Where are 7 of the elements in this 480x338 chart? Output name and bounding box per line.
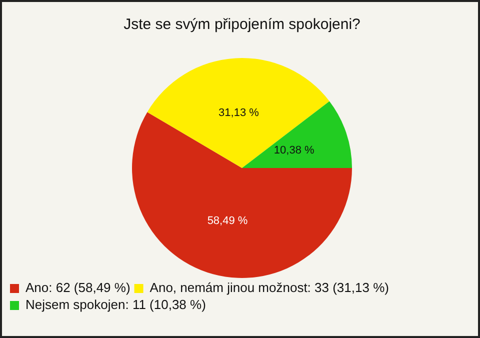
data-label: 58,49 % — [207, 215, 248, 228]
legend-label: Ano: 62 (58,49 %) — [26, 280, 130, 296]
chart-title: Jste se svým připojením spokojeni? — [124, 16, 360, 34]
legend-label: Nejsem spokojen: 11 (10,38 %) — [26, 297, 206, 312]
data-label: 31,13 % — [218, 107, 260, 120]
legend-label: Ano, nemám jinou možnost: 33 (31,13 %) — [150, 280, 389, 296]
data-label: 10,38 % — [274, 144, 314, 156]
